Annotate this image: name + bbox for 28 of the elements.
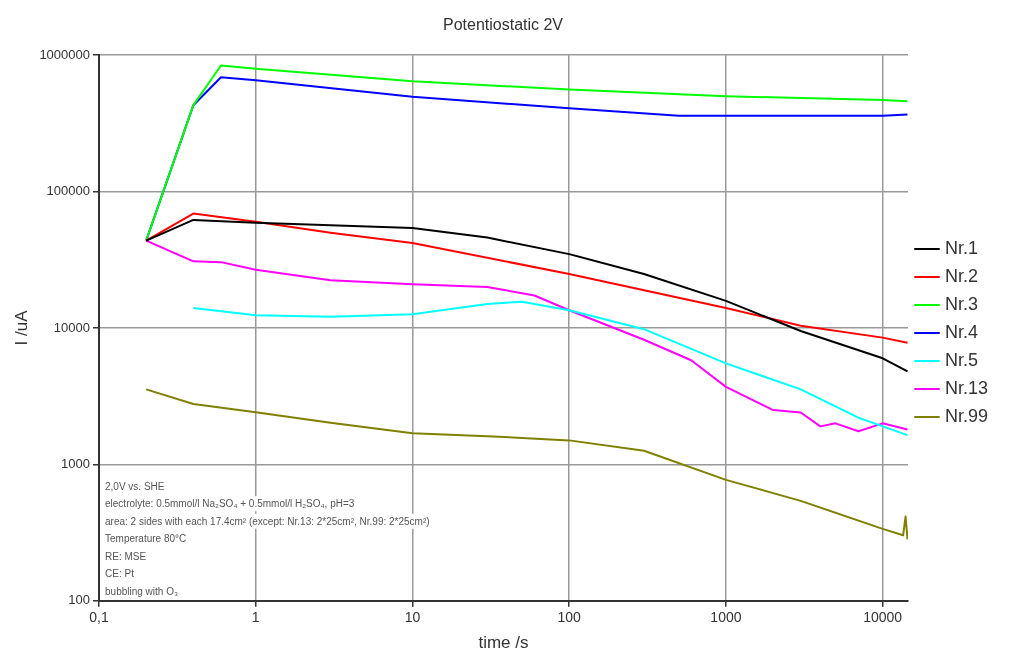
legend-label: Nr.99 [944, 405, 989, 426]
legend-label: Nr.13 [944, 377, 989, 398]
legend-label: Nr.5 [944, 349, 978, 370]
y-tick-label: 100000 [46, 183, 91, 199]
annotation: bubbling with O₃ [105, 585, 179, 597]
y-tick-label: 1000 [61, 455, 91, 471]
y-tick-label: 10000 [53, 319, 91, 335]
x-tick-label: 1000 [710, 609, 742, 626]
annotation: area: 2 sides with each 17.4cm² (except: Nr.13: 2*25cm², Nr.99: 2*25cm²) [105, 515, 430, 527]
legend-label: Nr.1 [944, 237, 978, 258]
x-tick-label: 100 [557, 609, 582, 626]
y-tick-label: 1000000 [39, 46, 91, 62]
x-tick-label: 10 [404, 609, 421, 626]
chart-title: Potentiostatic 2V [442, 16, 564, 34]
x-tick-label: 0,1 [89, 609, 109, 626]
y-axis-title: I /uA [11, 309, 31, 346]
legend-label: Nr.3 [944, 293, 978, 314]
x-tick-label: 10000 [863, 609, 903, 626]
x-tick-label: 1 [251, 609, 260, 626]
annotation: RE: MSE [105, 550, 147, 562]
annotation: electrolyte: 0.5mmol/l Na₂SO₄ + 0.5mmol/l H₂SO₄, pH=3 [105, 498, 355, 510]
legend-label: Nr.2 [944, 265, 978, 286]
annotation: CE: Pt [105, 568, 135, 580]
annotation: Temperature 80°C [105, 533, 187, 545]
y-tick-label: 100 [68, 592, 91, 608]
annotation: 2,0V vs. SHE [105, 480, 165, 492]
legend-label: Nr.4 [944, 321, 978, 342]
x-axis-title: time /s [478, 633, 529, 653]
